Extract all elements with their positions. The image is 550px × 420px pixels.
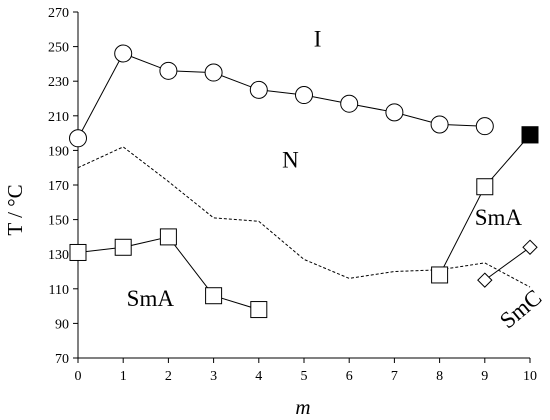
phase-label: SmA (127, 286, 175, 311)
series-layer (69, 44, 539, 319)
series-group (477, 239, 538, 288)
series-group (69, 44, 494, 148)
phase-label: SmC (495, 285, 546, 334)
data-point-circle (430, 115, 449, 134)
series-group (77, 146, 531, 288)
series-group (69, 228, 268, 319)
y-tick-label: 230 (48, 75, 69, 90)
data-point-circle (475, 117, 494, 136)
x-tick-label: 4 (255, 369, 262, 384)
x-axis-title: m (295, 395, 310, 419)
x-tick-label: 10 (523, 369, 537, 384)
x-tick-label: 6 (346, 369, 353, 384)
series-line (77, 52, 485, 139)
phase-label: I (314, 27, 322, 52)
data-point-circle (249, 80, 268, 99)
x-tick-label: 5 (301, 369, 308, 384)
x-tick-label: 1 (120, 369, 127, 384)
phase-label: SmA (475, 205, 523, 230)
x-tick-label: 9 (481, 369, 488, 384)
y-tick-label: 70 (55, 352, 69, 367)
data-point-circle (385, 103, 404, 122)
y-axis-title: T / °C (3, 184, 27, 235)
series-group (521, 126, 539, 144)
data-point-diamond (522, 239, 538, 255)
data-point-circle (159, 61, 178, 80)
data-point-square (159, 228, 177, 246)
y-tick-label: 170 (48, 179, 69, 194)
y-tick-label: 250 (48, 41, 69, 56)
x-tick-label: 0 (75, 369, 82, 384)
data-point-square (431, 266, 449, 284)
data-point-square (114, 238, 132, 256)
axes: 70 90 110 130 150 170 190 210 230 250 270 0 1 2 3 4 5 6 7 8… (48, 6, 537, 384)
data-point-square-filled (521, 126, 539, 144)
data-point-square (250, 301, 268, 319)
x-tick-label: 8 (436, 369, 443, 384)
data-point-circle (114, 44, 133, 63)
dashed-boundary-line (77, 146, 531, 288)
data-point-circle (295, 86, 313, 105)
series-line (484, 246, 531, 281)
x-tick-label: 2 (165, 369, 172, 384)
y-tick-label: 130 (48, 248, 69, 263)
y-tick-label: 270 (48, 6, 69, 21)
y-tick-label: 150 (48, 214, 69, 229)
data-point-square (69, 243, 87, 261)
data-point-circle (69, 129, 87, 148)
x-tick-label: 7 (391, 369, 398, 384)
phase-label: N (282, 148, 299, 173)
y-tick-label: 110 (49, 283, 69, 298)
data-point-circle (204, 63, 223, 82)
x-tick-label: 3 (210, 369, 217, 384)
data-point-circle (340, 94, 359, 113)
y-tick-label: 190 (48, 144, 69, 159)
data-point-diamond (477, 272, 493, 288)
annotation-layer: I N SmA SmA SmC (127, 27, 547, 334)
data-point-square (205, 287, 223, 305)
y-tick-label: 90 (55, 317, 69, 332)
y-tick-label: 210 (48, 110, 69, 125)
data-point-square (476, 178, 494, 196)
